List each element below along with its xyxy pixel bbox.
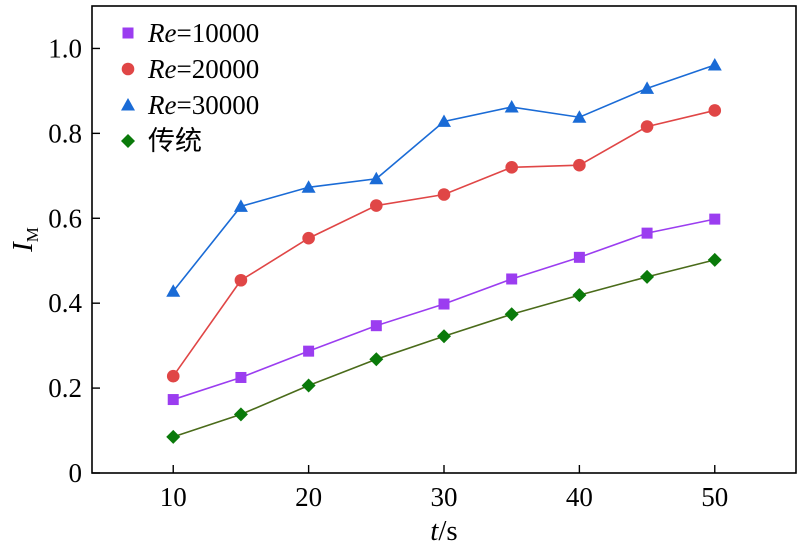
data-point-triangle — [166, 284, 181, 297]
data-point-circle — [573, 158, 586, 172]
x-tick-label: 40 — [566, 482, 593, 512]
data-point-triangle — [369, 171, 384, 185]
y-axis-title: IM — [7, 227, 42, 253]
y-tick-label: 0.4 — [48, 288, 82, 318]
data-point-square — [709, 213, 721, 225]
data-point-diamond — [437, 329, 451, 344]
series-1 — [167, 213, 721, 406]
legend-label: Re=30000 — [147, 90, 259, 120]
data-point-triangle — [437, 114, 451, 127]
data-point-circle — [437, 188, 451, 201]
data-point-square — [506, 273, 518, 285]
data-point-square — [641, 227, 653, 239]
data-point-triangle — [504, 100, 519, 113]
data-point-diamond — [504, 307, 519, 322]
x-axis-title: t/s — [430, 515, 457, 547]
x-tick-label: 30 — [431, 482, 458, 512]
y-tick-label: 1.0 — [48, 33, 82, 63]
series-3 — [166, 58, 722, 297]
y-tick-label: 0.6 — [48, 203, 82, 233]
data-point-diamond — [572, 288, 587, 303]
x-tick-label: 50 — [701, 482, 728, 512]
data-point-square — [573, 251, 585, 263]
data-point-diamond — [301, 378, 316, 393]
data-point-triangle — [572, 110, 587, 123]
y-tick-label: 0 — [69, 458, 83, 488]
data-point-diamond — [166, 429, 181, 444]
series-line — [172, 259, 715, 438]
data-point-circle — [234, 273, 248, 287]
data-point-diamond — [707, 252, 722, 267]
data-point-circle — [505, 161, 518, 174]
data-point-circle — [708, 104, 722, 117]
legend-label: 传统 — [148, 126, 202, 156]
data-point-triangle — [233, 199, 248, 212]
data-point-square — [370, 320, 382, 332]
data-point-circle — [166, 369, 180, 383]
legend-marker — [121, 134, 135, 148]
data-point-square — [438, 298, 450, 310]
legend: Re=10000 Re=20000 Re=30000 传统 — [121, 18, 259, 156]
data-point-square — [167, 394, 179, 406]
data-point-diamond — [233, 407, 248, 422]
data-point-circle — [370, 199, 383, 212]
legend-marker — [121, 62, 135, 76]
data-point-diamond — [369, 352, 384, 367]
legend-label: Re=10000 — [147, 18, 259, 48]
data-point-square — [235, 371, 247, 383]
series-4 — [166, 252, 722, 444]
y-tick-label: 0.2 — [48, 373, 82, 403]
data-point-triangle — [301, 180, 316, 193]
x-tick-label: 20 — [295, 482, 322, 512]
legend-marker — [121, 98, 135, 111]
x-tick-label: 10 — [160, 482, 187, 512]
data-point-triangle — [707, 58, 722, 71]
data-point-circle — [640, 120, 654, 133]
data-point-diamond — [640, 269, 655, 284]
legend-label: Re=20000 — [147, 54, 259, 84]
data-point-triangle — [640, 81, 655, 94]
legend-marker — [122, 27, 134, 39]
data-point-square — [303, 345, 315, 357]
series-2 — [166, 104, 722, 383]
y-tick-label: 0.8 — [48, 118, 82, 148]
data-point-circle — [302, 231, 315, 245]
